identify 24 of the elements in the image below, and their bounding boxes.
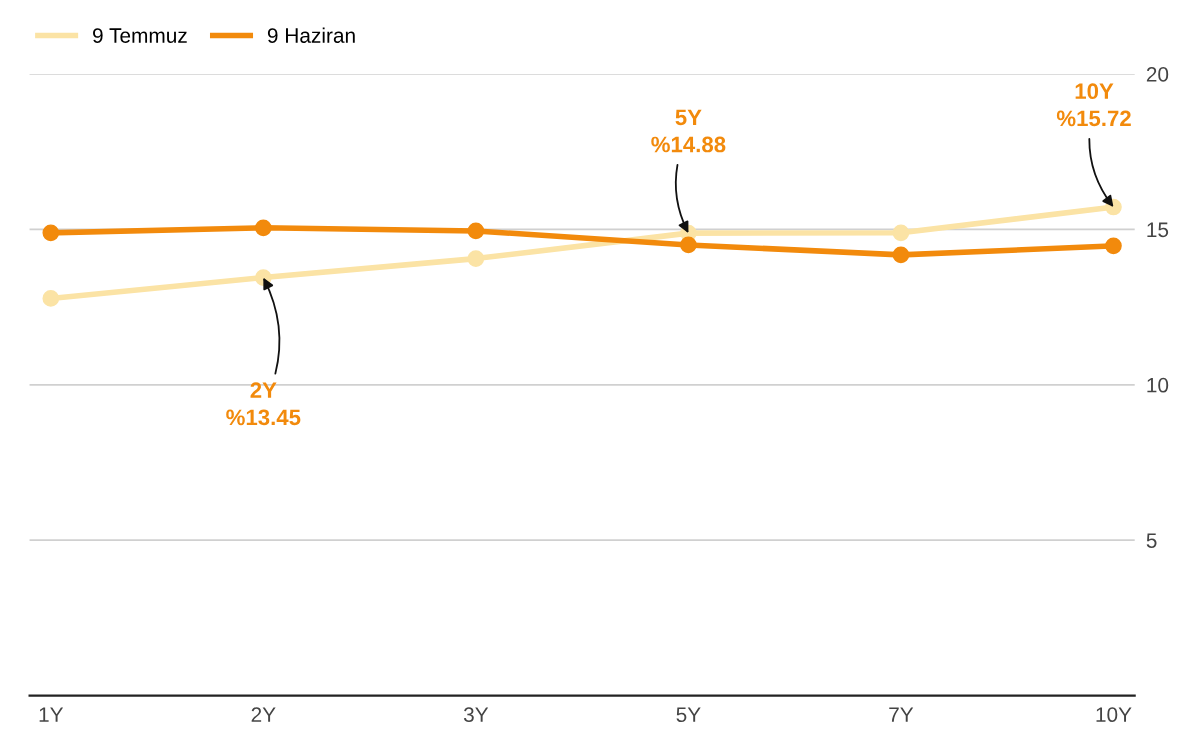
x-tick-label: 1Y bbox=[39, 707, 64, 722]
annotation: 5Y %14.88 bbox=[651, 109, 726, 153]
y-tick-label: 10 bbox=[1147, 377, 1169, 393]
point bbox=[255, 219, 272, 237]
x-tick-label: 7Y bbox=[889, 707, 914, 722]
point bbox=[467, 250, 485, 267]
legend-label: 9 Haziran bbox=[267, 27, 355, 43]
y-tick-label: 5 bbox=[1146, 533, 1157, 548]
y-tick-label: 20 bbox=[1146, 67, 1169, 82]
x-tick-label: 3Y bbox=[463, 707, 489, 723]
annotation: 10Y %15.72 bbox=[1056, 83, 1131, 127]
annotation: 2Y %13.45 bbox=[226, 382, 301, 426]
point bbox=[42, 224, 60, 242]
point bbox=[892, 246, 910, 264]
x-tick-label: 5Y bbox=[676, 707, 701, 723]
point bbox=[467, 222, 485, 240]
point bbox=[1105, 237, 1122, 255]
x-tick-label: 10Y bbox=[1096, 707, 1132, 723]
point bbox=[680, 236, 697, 254]
legend-label: 9 Temmuz bbox=[93, 28, 187, 43]
x-tick-label: 2Y bbox=[251, 707, 276, 722]
y-tick-label: 15 bbox=[1147, 222, 1169, 238]
point bbox=[42, 290, 60, 307]
point bbox=[892, 224, 910, 242]
